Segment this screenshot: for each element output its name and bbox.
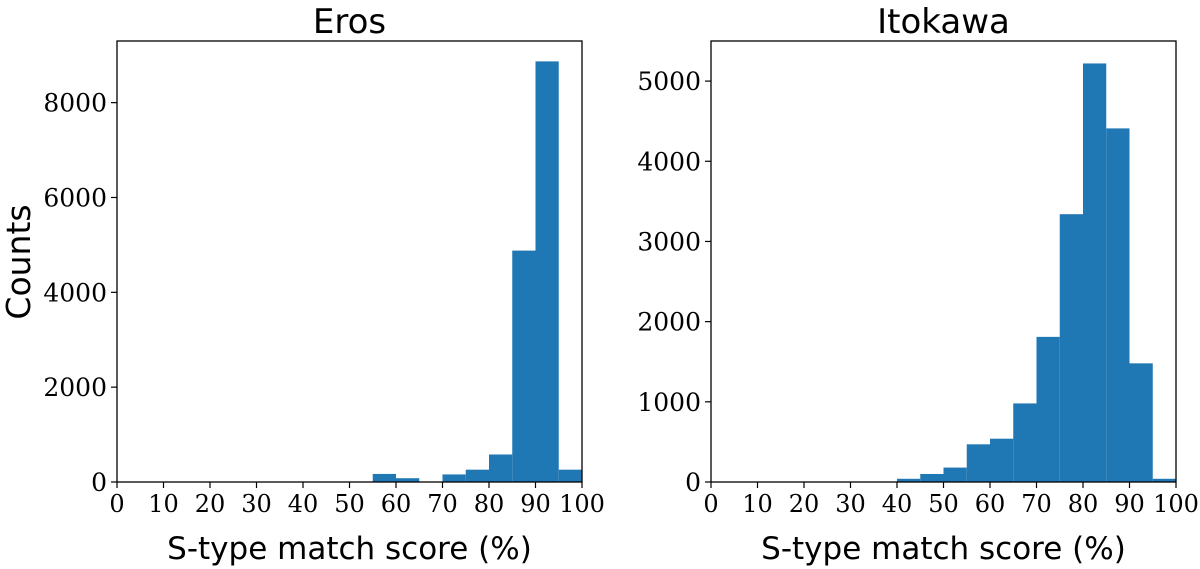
y-tick-label: 0 <box>685 468 701 497</box>
histogram-bar <box>558 469 582 482</box>
histogram-bar <box>1036 336 1060 482</box>
x-tick-label: 20 <box>195 490 226 518</box>
y-tick-label: 2000 <box>43 373 107 402</box>
x-tick-label: 40 <box>882 490 913 518</box>
x-tick-label: 10 <box>148 490 179 518</box>
x-tick-label: 90 <box>1114 490 1145 518</box>
x-tick-label: 80 <box>474 490 505 518</box>
histogram-bar <box>1152 478 1176 482</box>
histogram-bar <box>1129 363 1153 482</box>
histogram-bar <box>442 474 466 482</box>
histogram-bar <box>1106 128 1130 482</box>
shared-y-axis-label: Counts <box>0 204 38 319</box>
histogram-bar <box>396 478 420 482</box>
x-tick-label: 10 <box>742 490 773 518</box>
x-tick-label: 0 <box>109 490 124 518</box>
x-tick-label: 60 <box>381 490 412 518</box>
x-axis-label: S-type match score (%) <box>761 531 1126 567</box>
histogram-bar <box>1013 403 1037 482</box>
panel-title: Itokawa <box>877 2 1010 42</box>
eros-panel: 0 10 20 30 40 50 60 70 80 90 100 0 2000 4000 6000 8000 E… <box>43 2 605 567</box>
histogram-bar <box>920 473 944 482</box>
x-tick-label: 100 <box>559 490 605 518</box>
y-tick-label: 5000 <box>637 67 701 96</box>
y-tick-label: 0 <box>91 468 107 497</box>
histogram-bar <box>1059 214 1083 482</box>
histogram-bar <box>966 444 990 482</box>
y-tick-label: 6000 <box>43 183 107 212</box>
x-axis-label: S-type match score (%) <box>167 531 532 567</box>
y-tick-label: 3000 <box>637 227 701 256</box>
histogram-bar <box>465 469 489 482</box>
y-tick-label: 4000 <box>637 147 701 176</box>
histogram-bar <box>943 467 967 482</box>
histogram-bar <box>990 438 1014 482</box>
x-tick-label: 40 <box>288 490 319 518</box>
histogram-bar <box>1083 63 1107 483</box>
histogram-bar <box>489 454 513 482</box>
x-tick-label: 0 <box>703 490 718 518</box>
x-tick-label: 20 <box>789 490 820 518</box>
x-tick-label: 80 <box>1068 490 1099 518</box>
x-tick-label: 50 <box>928 490 959 518</box>
histogram-bar <box>512 250 536 482</box>
itokawa-panel: 0 10 20 30 40 50 60 70 80 90 100010002000300040005… <box>637 2 1199 567</box>
x-tick-label: 70 <box>427 490 458 518</box>
panel-title: Eros <box>313 2 386 42</box>
x-tick-label: 30 <box>835 490 866 518</box>
y-tick-label: 8000 <box>43 89 107 118</box>
x-tick-label: 50 <box>334 490 365 518</box>
histogram-bar <box>372 473 396 482</box>
x-tick-label: 100 <box>1153 490 1199 518</box>
x-tick-label: 70 <box>1021 490 1052 518</box>
histogram-bar <box>535 61 559 483</box>
x-tick-label: 60 <box>975 490 1006 518</box>
x-tick-label: 90 <box>520 490 551 518</box>
y-tick-label: 4000 <box>43 278 107 307</box>
x-tick-label: 30 <box>241 490 272 518</box>
histogram-bar <box>897 478 921 482</box>
y-tick-label: 1000 <box>637 388 701 417</box>
y-tick-label: 2000 <box>637 308 701 337</box>
